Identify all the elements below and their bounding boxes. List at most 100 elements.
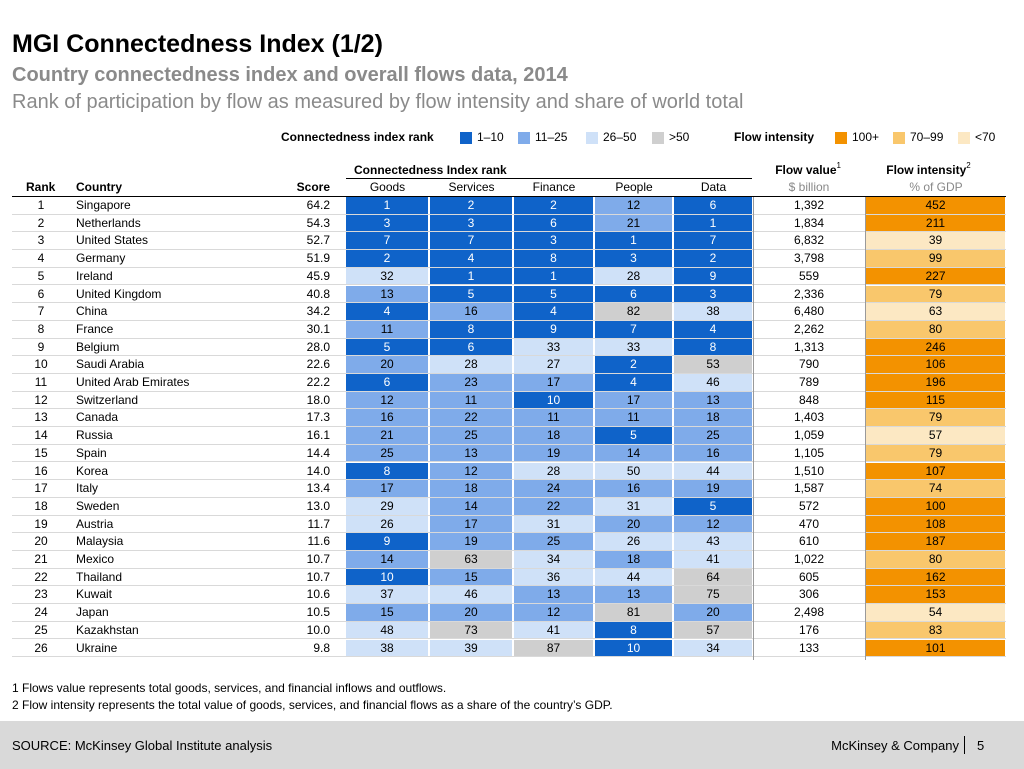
rank-cell: 16 — [34, 463, 48, 478]
services-rank-cell: 4 — [430, 250, 513, 268]
country-cell: France — [76, 321, 114, 336]
goods-rank-cell: 6 — [346, 374, 429, 392]
table-row: 15 Spain 14.4 25 13 19 14 16 1,105 79 — [0, 444, 1024, 463]
flow-value-cell: 790 — [798, 357, 820, 372]
flow-value-cell: 470 — [798, 516, 820, 531]
row-divider — [12, 249, 1006, 251]
flow-intensity-cell: 80 — [866, 551, 1006, 569]
score-cell: 10.7 — [306, 569, 330, 584]
data-rank-cell: 6 — [674, 197, 753, 215]
goods-rank-cell: 3 — [346, 214, 429, 233]
people-rank-cell: 18 — [595, 551, 673, 569]
flow-intensity-cell: 63 — [866, 303, 1006, 321]
rank-cell: 1 — [37, 198, 45, 212]
score-cell: 22.6 — [306, 357, 330, 372]
legend-rank-label: Connectedness index rank — [281, 130, 434, 144]
rank-cell: 5 — [37, 268, 45, 283]
flow-value-cell: 2,262 — [793, 321, 825, 336]
table-row: 16 Korea 14.0 8 12 28 50 44 1,510 107 — [0, 462, 1024, 481]
page-title: MGI Connectedness Index (1/2) — [12, 30, 383, 58]
table-row: 19 Austria 11.7 26 17 31 20 12 470 108 — [0, 515, 1024, 534]
goods-rank-cell: 13 — [346, 285, 429, 304]
people-rank-cell: 26 — [595, 533, 673, 551]
rank-cell: 2 — [37, 215, 45, 230]
goods-rank-cell: 29 — [346, 497, 429, 516]
flow-intensity-cell: 99 — [866, 250, 1006, 268]
people-rank-cell: 11 — [595, 409, 673, 428]
country-cell: Japan — [76, 605, 109, 620]
services-rank-cell: 5 — [430, 285, 513, 304]
rank-cell: 3 — [37, 233, 45, 248]
rank-cell: 20 — [34, 534, 48, 549]
country-cell: China — [76, 304, 108, 319]
footer: SOURCE: McKinsey Global Institute analys… — [0, 721, 1024, 769]
data-rank-cell: 25 — [674, 427, 753, 445]
services-rank-cell: 18 — [430, 480, 513, 498]
services-rank-cell: 14 — [430, 497, 513, 516]
country-cell: Belgium — [76, 339, 120, 354]
finance-rank-cell: 24 — [514, 480, 594, 498]
country-cell: Spain — [76, 445, 107, 460]
table-row: 17 Italy 13.4 17 18 24 16 19 1,587 74 — [0, 480, 1024, 498]
finance-rank-cell: 1 — [514, 267, 594, 286]
country-cell: Sweden — [76, 498, 120, 513]
legend-label-26-50: 26–50 — [603, 130, 637, 144]
table-row: 8 France 30.1 11 8 9 7 4 2,262 80 — [0, 320, 1024, 339]
header-flow-value: Flow value1 — [775, 161, 841, 177]
services-rank-cell: 16 — [430, 303, 513, 321]
header-country: Country — [76, 180, 122, 194]
rank-cell: 14 — [34, 428, 48, 443]
table-row: 24 Japan 10.5 15 20 12 81 20 2,498 54 — [0, 604, 1024, 622]
flow-value-cell: 6,480 — [793, 304, 825, 319]
rank-cell: 4 — [37, 251, 45, 266]
flow-intensity-cell: 83 — [866, 621, 1006, 640]
header-people: People — [615, 180, 653, 194]
table-row: 10 Saudi Arabia 22.6 20 28 27 2 53 790 106 — [0, 356, 1024, 374]
services-rank-cell: 3 — [430, 214, 513, 233]
flow-intensity-cell: 153 — [866, 586, 1006, 605]
rank-cell: 13 — [34, 410, 48, 425]
legend-swatch-over-50 — [652, 132, 664, 144]
finance-rank-cell: 13 — [514, 586, 594, 605]
flow-value-cell: 6,832 — [793, 233, 825, 248]
table-row: 5 Ireland 45.9 32 1 1 28 9 559 227 — [0, 267, 1024, 286]
footnotes: 1 Flows value represents total goods, se… — [12, 680, 613, 714]
table-row: 23 Kuwait 10.6 37 46 13 13 75 306 153 — [0, 586, 1024, 605]
people-rank-cell: 2 — [595, 356, 673, 374]
header-rank: Rank — [26, 180, 56, 194]
row-divider — [12, 213, 1006, 215]
people-rank-cell: 6 — [595, 285, 673, 304]
flow-value-cell: 1,834 — [793, 215, 825, 230]
rank-cell: 19 — [34, 516, 48, 531]
people-rank-cell: 3 — [595, 250, 673, 268]
table-row: 13 Canada 17.3 16 22 11 11 18 1,403 79 — [0, 409, 1024, 428]
country-cell: Russia — [76, 428, 113, 443]
people-rank-cell: 10 — [595, 639, 673, 658]
country-cell: Italy — [76, 481, 99, 496]
row-divider — [12, 284, 1006, 286]
row-divider — [12, 302, 1006, 304]
score-cell: 34.2 — [306, 304, 330, 319]
score-cell: 10.6 — [306, 587, 330, 602]
services-rank-cell: 73 — [430, 621, 513, 640]
goods-rank-cell: 2 — [346, 250, 429, 268]
services-rank-cell: 7 — [430, 232, 513, 251]
data-rank-cell: 43 — [674, 533, 753, 551]
finance-rank-cell: 17 — [514, 374, 594, 392]
flow-value-cell: 3,798 — [793, 251, 825, 266]
flow-intensity-cell: 79 — [866, 409, 1006, 428]
header-flow-intensity: Flow intensity2 — [886, 161, 971, 177]
legend-label-100-plus: 100+ — [852, 130, 880, 144]
data-rank-cell: 53 — [674, 356, 753, 374]
flow-intensity-cell: 115 — [866, 391, 1006, 410]
footnote-1: 1 Flows value represents total goods, se… — [12, 681, 447, 695]
people-rank-cell: 8 — [595, 621, 673, 640]
data-rank-cell: 2 — [674, 250, 753, 268]
country-cell: Germany — [76, 251, 126, 266]
finance-rank-cell: 27 — [514, 356, 594, 374]
legend-label-70-99: 70–99 — [910, 130, 944, 144]
goods-rank-cell: 12 — [346, 391, 429, 410]
finance-rank-cell: 8 — [514, 250, 594, 268]
finance-rank-cell: 12 — [514, 604, 594, 622]
finance-rank-cell: 25 — [514, 533, 594, 551]
